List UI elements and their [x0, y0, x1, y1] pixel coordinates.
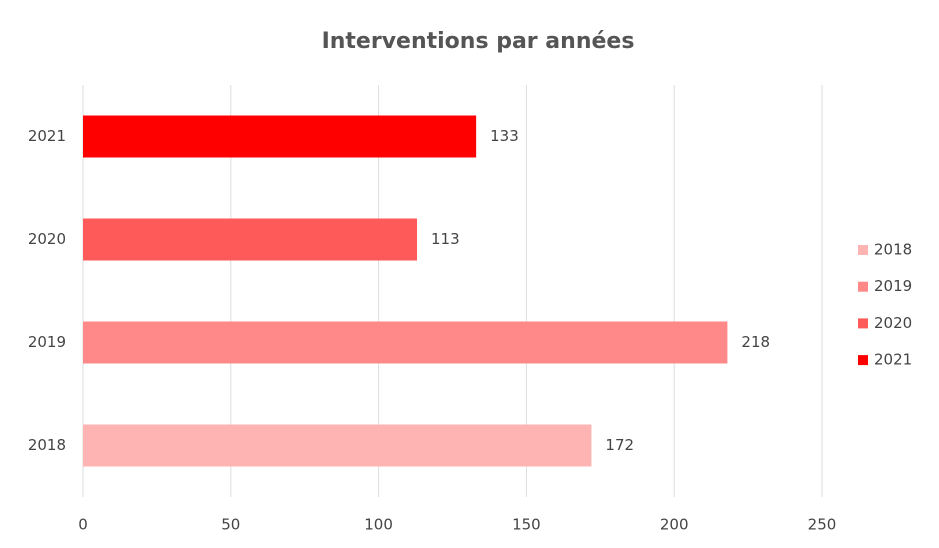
legend-swatch [858, 355, 868, 366]
x-tick-label: 200 [660, 516, 689, 534]
y-tick-label: 2018 [28, 436, 66, 454]
bar [83, 424, 592, 467]
legend-label: 2018 [874, 241, 912, 259]
chart-title: Interventions par années [322, 29, 635, 54]
legend-label: 2020 [874, 314, 912, 332]
bar [83, 218, 418, 261]
legend-swatch [858, 245, 868, 255]
data-label: 218 [741, 333, 770, 351]
x-tick-label: 100 [364, 516, 393, 534]
x-tick-label: 150 [512, 516, 541, 534]
x-tick-label: 250 [808, 516, 837, 534]
legend-swatch [858, 318, 868, 329]
bar [83, 321, 728, 364]
data-label: 172 [605, 436, 634, 454]
x-tick-label: 50 [221, 516, 240, 534]
y-tick-label: 2021 [28, 127, 66, 145]
x-tick-label: 0 [78, 516, 88, 534]
legend-label: 2021 [874, 351, 912, 369]
legend-label: 2019 [874, 277, 912, 295]
legend-swatch [858, 281, 868, 292]
data-label: 113 [431, 230, 460, 248]
y-tick-label: 2020 [28, 230, 66, 248]
bar [83, 115, 477, 158]
y-tick-label: 2019 [28, 333, 66, 351]
data-label: 133 [490, 127, 519, 145]
